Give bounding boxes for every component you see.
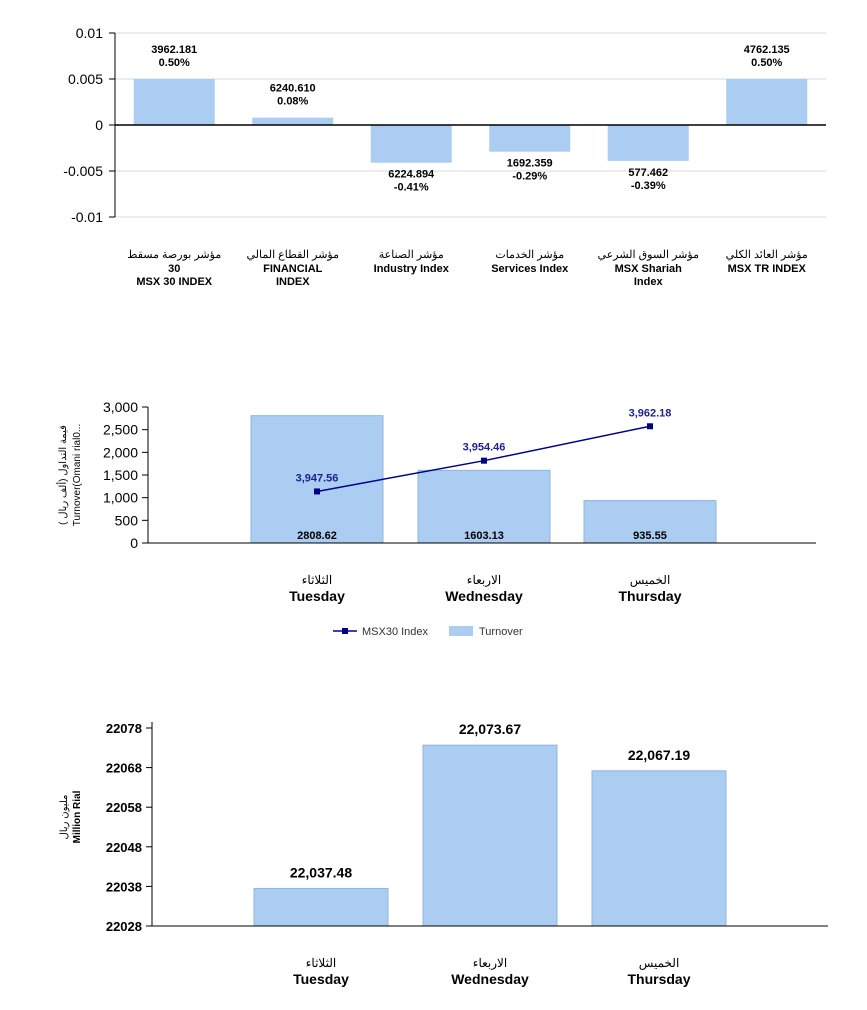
category-label: FINANCIAL xyxy=(263,263,323,275)
category-label: Wednesday xyxy=(451,971,529,987)
y-axis-label: Million Rial xyxy=(72,790,83,843)
category-label-ar: مؤشر بورصة مسقط xyxy=(127,249,221,261)
category-label: Tuesday xyxy=(289,588,345,604)
data-label: 6240.610 xyxy=(270,83,316,95)
data-label: 22,067.19 xyxy=(628,747,690,763)
y-tick-label: 22048 xyxy=(106,840,142,855)
legend-label: Turnover xyxy=(479,626,523,638)
data-label: 0.50% xyxy=(751,57,782,69)
y-tick-label: 2,500 xyxy=(103,422,138,438)
data-label: 1692.359 xyxy=(507,158,553,170)
category-label-ar: مؤشر القطاع المالي xyxy=(246,249,339,261)
y-tick-label: 1,000 xyxy=(103,490,138,506)
category-label: 30 xyxy=(168,263,180,275)
line-point xyxy=(647,423,653,430)
y-tick-label: 0.005 xyxy=(68,71,103,87)
line-data-label: 3,954.46 xyxy=(463,442,506,454)
category-label: MSX 30 INDEX xyxy=(136,276,212,288)
legend-line-marker xyxy=(342,628,348,634)
category-label-ar: الخميس xyxy=(639,956,680,970)
category-label: Wednesday xyxy=(445,588,523,604)
data-label: 2808.62 xyxy=(297,530,337,542)
legend-bar-swatch xyxy=(449,626,473,636)
data-label: 3962.181 xyxy=(151,44,197,56)
bar xyxy=(253,887,389,927)
bar xyxy=(607,125,689,161)
data-label: 935.55 xyxy=(633,530,667,542)
category-label-ar: مؤشر الصناعة xyxy=(379,249,444,261)
line-point xyxy=(481,457,487,464)
category-label: Index xyxy=(634,276,664,288)
data-label: 22,073.67 xyxy=(459,721,521,737)
category-label: Industry Index xyxy=(374,263,450,275)
category-label-ar: مؤشر العائد الكلي xyxy=(726,249,808,261)
y-tick-label: 0 xyxy=(130,535,138,551)
y-tick-label: 2,000 xyxy=(103,444,138,460)
market-cap-chart: 22078 22068 22058 22048 22038 22028 مليون ريال… xyxy=(59,721,828,987)
y-tick-label: -0.01 xyxy=(71,209,103,225)
line-data-label: 3,962.18 xyxy=(629,407,672,419)
category-label: Thursday xyxy=(627,971,690,987)
data-label: 1603.13 xyxy=(464,530,504,542)
y-tick-label: 22028 xyxy=(106,919,142,934)
y-tick-label: 0.01 xyxy=(76,25,103,41)
data-label: 577.462 xyxy=(628,167,668,179)
bar xyxy=(417,469,551,544)
line-point xyxy=(314,488,320,495)
data-label: -0.41% xyxy=(394,182,429,194)
bar xyxy=(133,79,215,125)
category-label: Tuesday xyxy=(293,971,349,987)
category-label-ar: مؤشر السوق الشرعي xyxy=(598,249,700,261)
line-data-label: 3,947.56 xyxy=(296,472,339,484)
category-label: INDEX xyxy=(276,276,310,288)
category-label: MSX Shariah xyxy=(615,263,683,275)
data-label: 6224.894 xyxy=(388,169,435,181)
data-label: 0.08% xyxy=(277,96,308,108)
bar xyxy=(250,415,384,544)
y-tick-label: -0.005 xyxy=(63,163,103,179)
y-axis-label-ar: ( قيمة التداول (ألف ريال xyxy=(56,425,69,525)
category-label-ar: الاربعاء xyxy=(467,573,501,587)
bar xyxy=(252,117,334,125)
y-tick-label: 3,000 xyxy=(103,399,138,415)
category-label-ar: مؤشر الخدمات xyxy=(495,249,564,261)
data-label: 0.50% xyxy=(159,57,190,69)
category-label: Thursday xyxy=(618,588,681,604)
y-axis-label-ar: مليون ريال xyxy=(59,795,70,840)
legend-label: MSX30 Index xyxy=(362,626,429,638)
category-label-ar: الخميس xyxy=(630,573,671,587)
data-label: -0.39% xyxy=(631,180,666,192)
y-tick-label: 22078 xyxy=(106,721,142,736)
bar xyxy=(591,770,727,927)
y-tick-label: 1,500 xyxy=(103,467,138,483)
bar xyxy=(583,500,717,544)
category-label-ar: الاربعاء xyxy=(473,956,507,970)
category-label: MSX TR INDEX xyxy=(728,263,807,275)
category-label-ar: الثلاثاء xyxy=(306,956,336,970)
data-label: 4762.135 xyxy=(744,44,790,56)
data-label: -0.29% xyxy=(512,171,547,183)
bar xyxy=(489,125,571,152)
bar xyxy=(422,744,558,927)
y-tick-label: 22038 xyxy=(106,879,142,894)
data-label: 22,037.48 xyxy=(290,864,352,880)
y-tick-label: 500 xyxy=(115,512,139,528)
category-label-ar: الثلاثاء xyxy=(302,573,332,587)
y-axis-label: Turnover(Omani rial0... xyxy=(72,424,83,526)
y-tick-label: 0 xyxy=(95,117,103,133)
turnover-chart: 3,000 2,500 2,000 1,500 1,000 500 0 ( قيمة التد… xyxy=(56,399,816,638)
bar xyxy=(726,79,808,125)
bar xyxy=(370,125,452,163)
y-tick-label: 22068 xyxy=(106,761,142,776)
y-tick-label: 22058 xyxy=(106,800,142,815)
category-label: Services Index xyxy=(491,263,569,275)
